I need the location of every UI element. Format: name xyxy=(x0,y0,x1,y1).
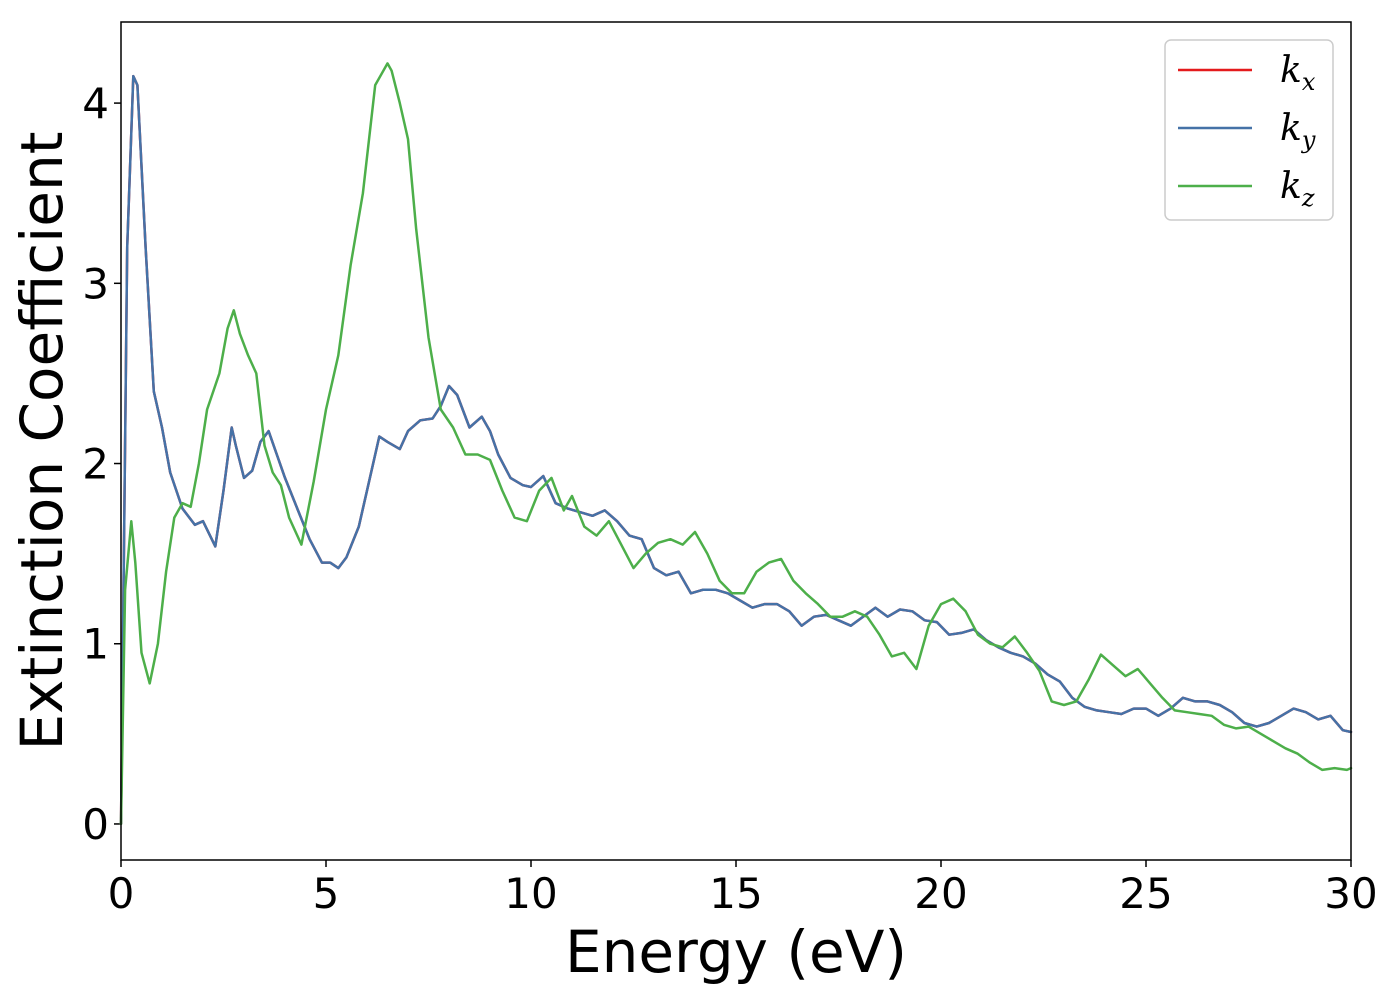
x-tick-label: 10 xyxy=(504,869,557,918)
y-tick-label: 4 xyxy=(82,79,109,128)
series-line-ky xyxy=(119,74,1353,826)
legend-box xyxy=(1164,39,1334,221)
legend-label-main: k xyxy=(1280,108,1302,149)
legend-label-kx: kx xyxy=(1280,50,1316,96)
legend-label-kz: kz xyxy=(1280,166,1315,212)
x-tick-label: 25 xyxy=(1119,869,1172,918)
legend-label-main: k xyxy=(1280,166,1302,207)
x-tick-label: 30 xyxy=(1324,869,1377,918)
y-tick-label: 0 xyxy=(82,800,109,849)
y-tick-label: 2 xyxy=(82,440,109,489)
legend-label-main: k xyxy=(1280,50,1302,91)
x-tick-label: 5 xyxy=(313,869,340,918)
legend-label-ky: ky xyxy=(1280,108,1316,154)
series-lines xyxy=(119,62,1353,826)
series-line-kz xyxy=(119,62,1353,826)
plot-frame xyxy=(120,21,1352,861)
legend-label-subscript: y xyxy=(1301,126,1316,154)
y-axis-ticks: 0 1 2 3 4 xyxy=(82,79,121,849)
legend-label-subscript: z xyxy=(1301,184,1315,212)
y-tick-label: 3 xyxy=(82,259,109,308)
x-tick-label: 20 xyxy=(914,869,967,918)
legend-label-subscript: x xyxy=(1302,68,1316,96)
plot-area xyxy=(121,22,1351,860)
y-tick-label: 1 xyxy=(82,620,109,669)
x-axis-ticks: 0 5 10 15 20 25 30 xyxy=(108,860,1378,918)
y-axis-label: Extinction Coefficient xyxy=(8,132,76,751)
x-tick-label: 15 xyxy=(709,869,762,918)
x-axis-label: Energy (eV) xyxy=(565,918,907,986)
x-tick-label: 0 xyxy=(108,869,135,918)
